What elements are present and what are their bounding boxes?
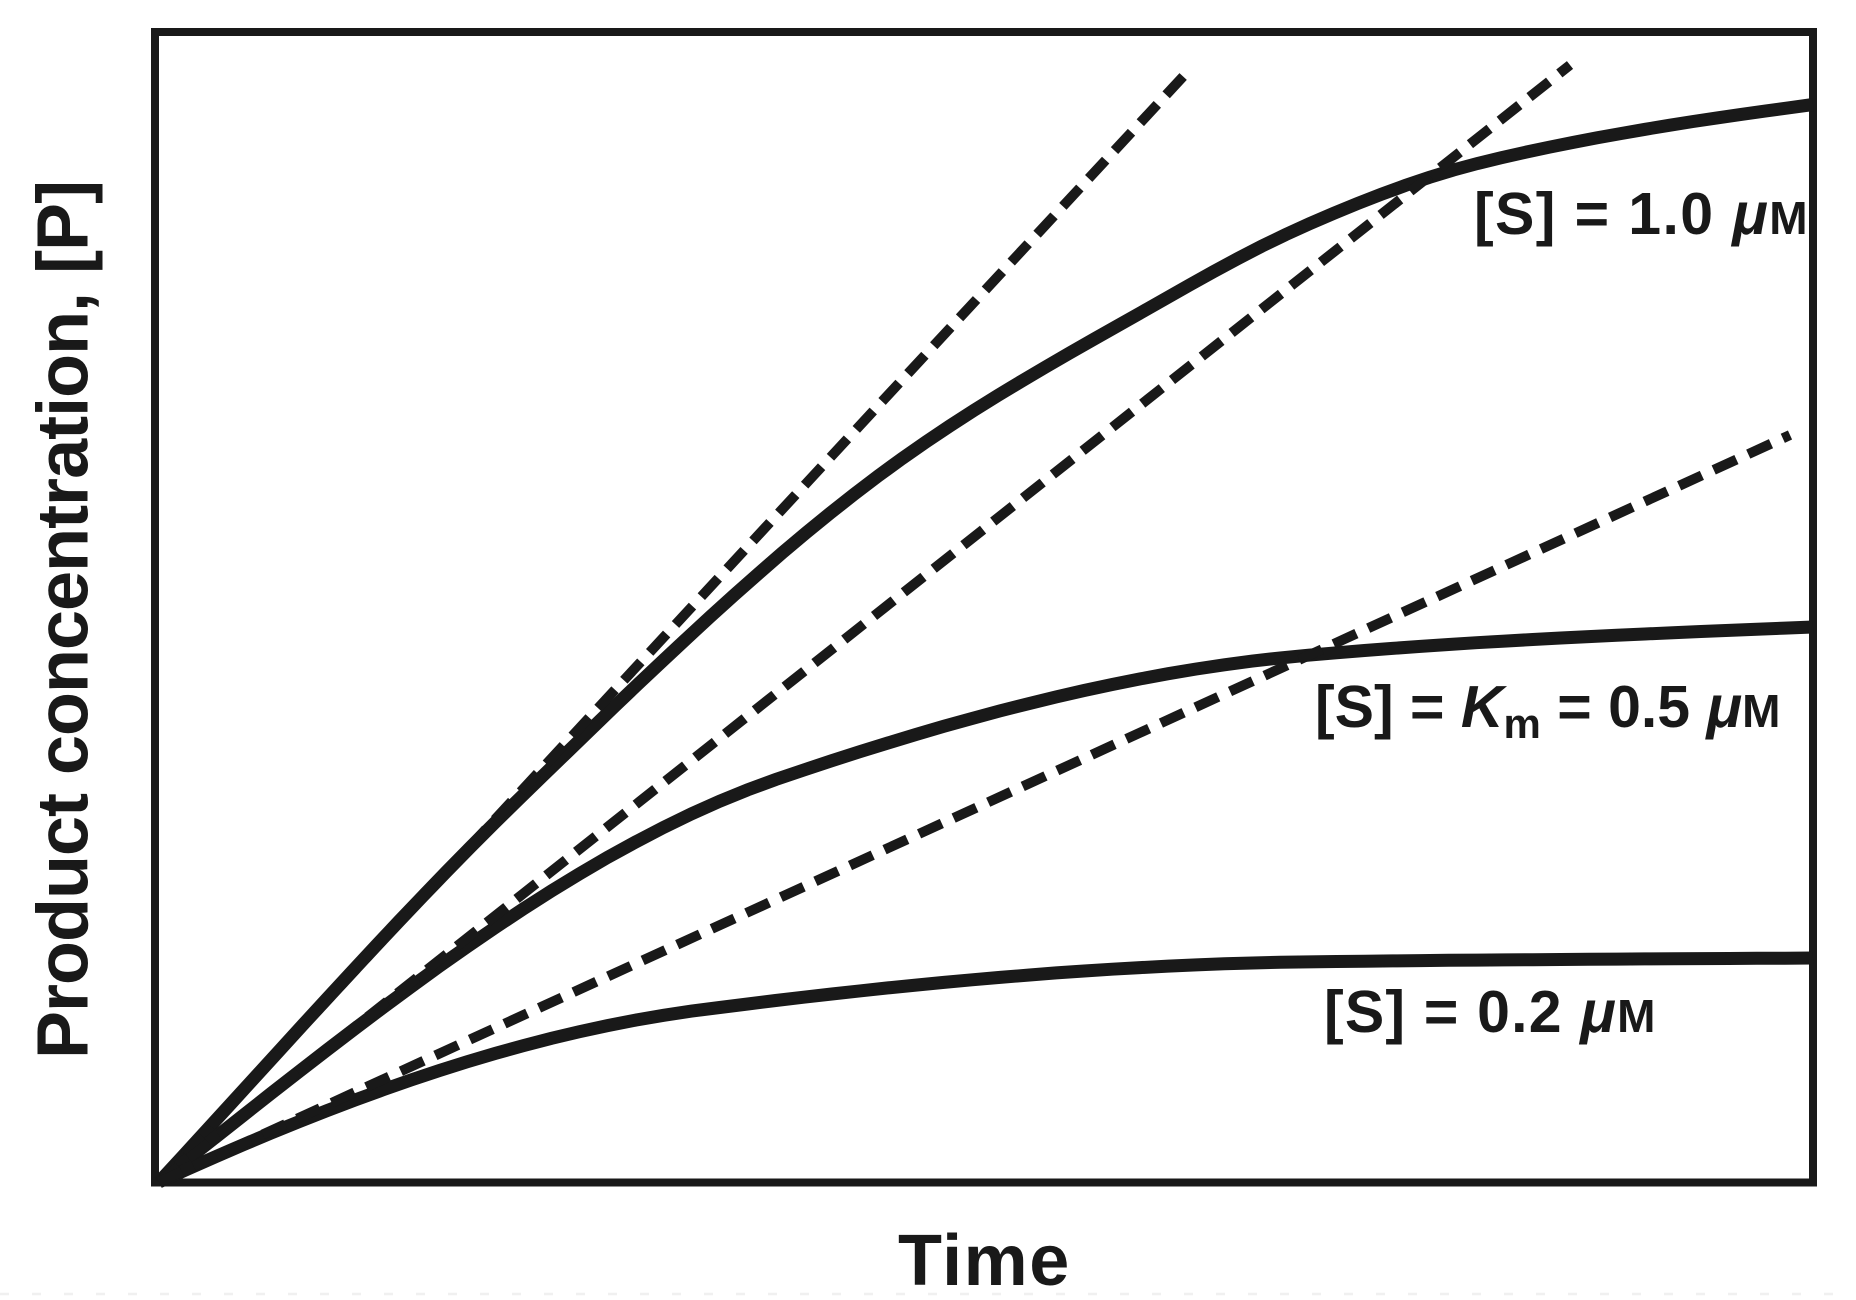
svg-text:Product concentration, [P]: Product concentration, [P] [24, 181, 104, 1059]
svg-text:Time: Time [898, 1221, 1071, 1300]
svg-text:[S] = Km = 0.5 μM: [S] = Km = 0.5 μM [1315, 674, 1780, 747]
svg-text:[S] = 0.2 μM: [S] = 0.2 μM [1324, 979, 1657, 1045]
svg-text:[S] = 1.0 μM: [S] = 1.0 μM [1474, 181, 1809, 247]
